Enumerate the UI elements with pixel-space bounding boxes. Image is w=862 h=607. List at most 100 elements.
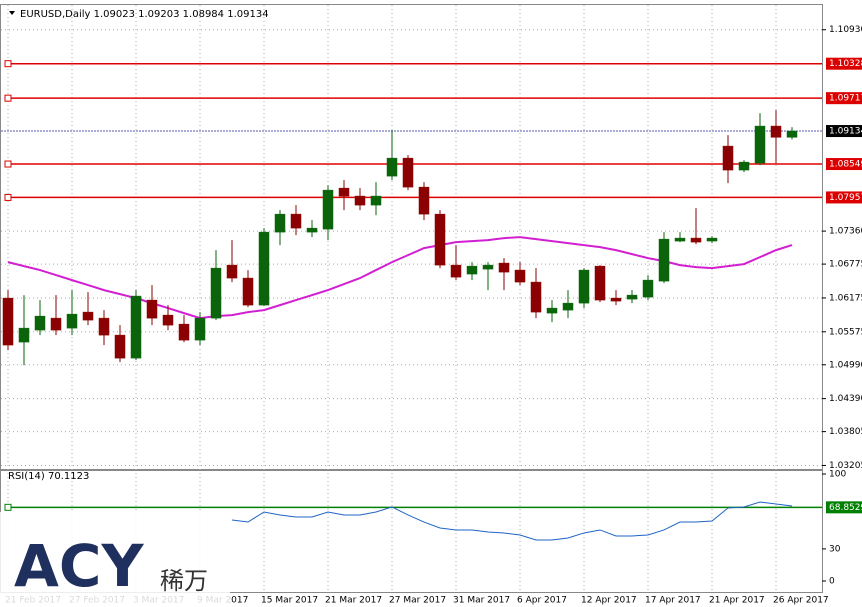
candle-body	[210, 267, 222, 319]
y-tick-label: 0	[829, 577, 835, 587]
candle-body	[178, 323, 190, 341]
watermark: ACY 稀万	[0, 512, 230, 607]
level-label-box	[826, 57, 862, 70]
y-tick-label: 100	[829, 470, 846, 480]
level-handle	[4, 160, 12, 168]
watermark-text: 稀万	[160, 567, 208, 595]
candle-body	[514, 269, 526, 283]
candle-body	[690, 237, 702, 243]
candle-body	[2, 297, 14, 346]
x-tick-label: 21 Apr 2017	[709, 596, 765, 606]
level-handle	[4, 193, 12, 201]
candle-body	[482, 264, 494, 270]
candle-body	[290, 213, 302, 229]
candle-body	[626, 294, 638, 300]
candle-body	[450, 264, 462, 278]
x-tick-label: 6 Apr 2017	[517, 596, 567, 606]
candle-body	[658, 238, 670, 282]
x-tick-label: 26 Apr 2017	[773, 596, 829, 606]
candle-body	[66, 313, 78, 329]
level-label-box	[826, 158, 862, 171]
x-tick-label: 15 Mar 2017	[261, 596, 318, 606]
candle-body	[386, 157, 398, 177]
candle-body	[722, 145, 734, 171]
candle-body	[242, 277, 254, 306]
candle-body	[114, 334, 126, 359]
y-tick-label: 1.03805	[829, 427, 862, 437]
x-tick-label: 21 Mar 2017	[325, 596, 382, 606]
collapse-icon	[9, 11, 15, 15]
level-label: 1.09717	[829, 94, 862, 104]
candle-body	[786, 130, 798, 138]
candle-body	[50, 317, 62, 331]
x-tick-label: 31 Mar 2017	[453, 596, 510, 606]
candle-body	[738, 161, 750, 171]
x-tick-label: 17 Apr 2017	[645, 596, 701, 606]
y-tick-label: 1.07360	[829, 227, 862, 237]
current-price-box	[826, 125, 862, 138]
candle-body	[498, 262, 510, 273]
watermark-bg	[0, 512, 230, 607]
x-tick-label: 12 Apr 2017	[581, 596, 637, 606]
candle-body	[770, 125, 782, 138]
candle-body	[594, 265, 606, 301]
level-label: 1.08549	[829, 160, 862, 170]
candle-body	[338, 187, 350, 197]
y-tick-label: 1.04390	[829, 394, 862, 404]
level-label: 68.8529	[829, 503, 862, 513]
price-panel	[0, 4, 823, 470]
candle-body	[162, 314, 174, 326]
level-label: 1.10328	[829, 59, 862, 69]
level-label-box	[826, 191, 862, 204]
candle-body	[306, 227, 318, 233]
candle-body	[642, 279, 654, 298]
candle-body	[530, 281, 542, 313]
y-tick-label: 30	[829, 544, 841, 554]
rsi-title: RSI(14) 70.1123	[8, 471, 89, 482]
candle-body	[82, 311, 94, 321]
y-tick-label: 1.04990	[829, 360, 862, 370]
candle-body	[18, 327, 30, 343]
candle-body	[754, 125, 766, 164]
candle-body	[322, 189, 334, 230]
candle-body	[34, 315, 46, 331]
level-label-box	[826, 501, 862, 514]
candle-body	[578, 269, 590, 304]
y-tick-label: 1.06175	[829, 293, 862, 303]
candle-body	[354, 195, 366, 206]
candle-body	[194, 317, 206, 341]
candle-body	[370, 195, 382, 206]
candle-body	[546, 307, 558, 314]
watermark-brand: ACY	[14, 532, 144, 600]
candle-body	[258, 231, 270, 306]
candle-body	[226, 264, 238, 279]
candle-body	[434, 213, 446, 266]
candle-body	[418, 186, 430, 215]
candle-body	[706, 237, 718, 242]
candle-body	[146, 299, 158, 319]
chart-title: EURUSD,Daily 1.09023 1.09203 1.08984 1.0…	[20, 9, 269, 20]
y-tick-label: 1.10930	[829, 25, 862, 35]
rsi-line	[231, 501, 793, 541]
candle-body	[98, 317, 110, 336]
candle-body	[402, 157, 414, 188]
level-label: 1.07957	[829, 193, 862, 203]
candle-body	[466, 265, 478, 275]
candle-body	[610, 297, 622, 302]
y-tick-label: 1.03205	[829, 461, 862, 471]
y-tick-label: 1.06775	[829, 260, 862, 270]
candle-body	[674, 237, 686, 242]
level-handle	[4, 94, 12, 102]
current-price-label: 1.09134	[829, 127, 862, 137]
level-handle	[4, 60, 12, 68]
candle-body	[130, 295, 142, 359]
candle-body	[274, 213, 286, 233]
level-handle	[4, 503, 12, 511]
y-tick-label: 1.05575	[829, 327, 862, 337]
x-tick-label: 27 Mar 2017	[389, 596, 446, 606]
level-label-box	[826, 92, 862, 105]
